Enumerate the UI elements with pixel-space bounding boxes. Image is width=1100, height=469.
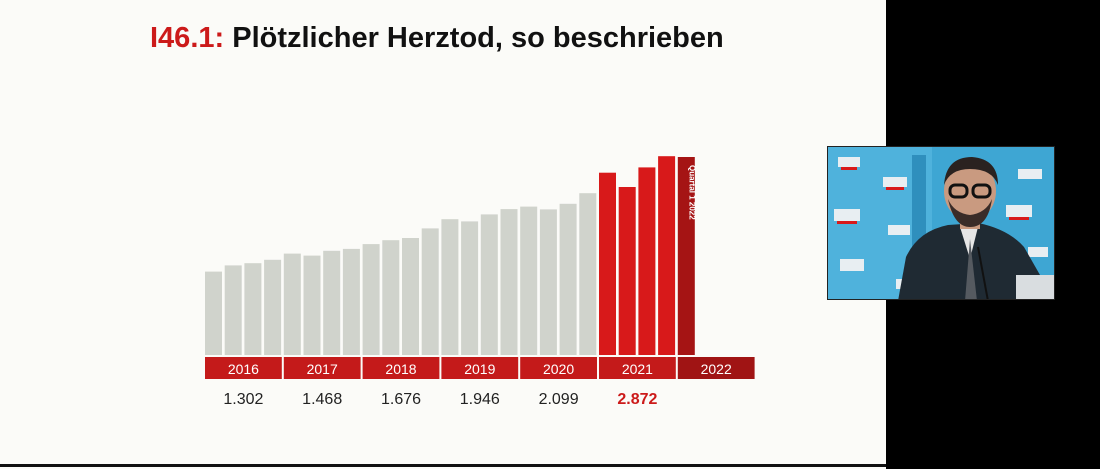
bar-2019-q4 — [500, 209, 518, 355]
bar-2021-q2 — [618, 187, 636, 355]
bottom-divider — [0, 464, 886, 467]
bar-2017-q4 — [342, 248, 360, 355]
bar-2019-q1 — [441, 219, 459, 355]
bar-2020-q3 — [559, 203, 577, 355]
year-label-2019: 2019 — [464, 361, 495, 377]
year-total-2018: 1.676 — [381, 391, 421, 408]
speaker-picture — [828, 147, 1054, 299]
title-code: I46.1: — [150, 22, 225, 54]
bar-2016-q2 — [224, 265, 242, 355]
bar-2020-q2 — [539, 209, 557, 355]
year-label-2020: 2020 — [543, 361, 574, 377]
year-label-2018: 2018 — [385, 361, 416, 377]
year-band-2017 — [283, 357, 361, 379]
bar-2018-q2 — [382, 240, 400, 355]
year-total-2021: 2.872 — [617, 391, 657, 408]
year-band-2021 — [599, 357, 676, 379]
year-band-2019 — [441, 357, 519, 379]
label-quartal-1-2022: Quartal 1 2022 — [687, 165, 696, 220]
chart-title: I46.1: Plötzlicher Herztod, so beschrieb… — [150, 22, 724, 55]
bar-2018-q3 — [402, 238, 419, 355]
year-total-2020: 2.099 — [539, 391, 579, 408]
bar-2021-q3 — [638, 167, 656, 355]
bar-2018-q4 — [421, 228, 439, 355]
title-text: Plötzlicher Herztod, so beschrieben — [224, 22, 724, 54]
presentation-slide: I46.1: Plötzlicher Herztod, so beschrieb… — [0, 0, 886, 469]
year-total-2016: 1.302 — [223, 391, 263, 408]
bar-2017-q3 — [323, 250, 341, 355]
bar-2016-q4 — [264, 259, 282, 355]
bar-2018-q1 — [362, 244, 380, 355]
bar-2021-q4 — [658, 156, 676, 355]
year-total-2019: 1.946 — [460, 391, 500, 408]
bar-chart: Quartal 1 2022 2016 2017 2018 2019 2020 2021 20… — [205, 156, 755, 408]
year-label-2021: 2021 — [622, 361, 653, 377]
video-overlay — [827, 146, 1055, 300]
bar-2016-q3 — [244, 263, 262, 355]
year-label-2016: 2016 — [228, 361, 259, 377]
bar-2017-q1 — [283, 253, 301, 355]
bar-2019-q2 — [461, 221, 479, 355]
bar-2016-q1 — [205, 271, 222, 355]
bar-2017-q2 — [303, 255, 321, 355]
year-label-2017: 2017 — [307, 361, 338, 377]
year-band-2020 — [520, 357, 597, 379]
bar-2020-q1 — [520, 206, 538, 355]
year-band-2016 — [205, 357, 282, 379]
bar-2022-q1 — [677, 157, 695, 355]
year-label-2022: 2022 — [701, 361, 732, 377]
bar-2019-q3 — [480, 214, 498, 355]
year-band-2022 — [677, 357, 755, 379]
year-total-2017: 1.468 — [302, 391, 342, 408]
year-band-2018 — [362, 357, 440, 379]
bar-2021-q1 — [599, 172, 616, 355]
bar-2020-q4 — [579, 193, 597, 355]
